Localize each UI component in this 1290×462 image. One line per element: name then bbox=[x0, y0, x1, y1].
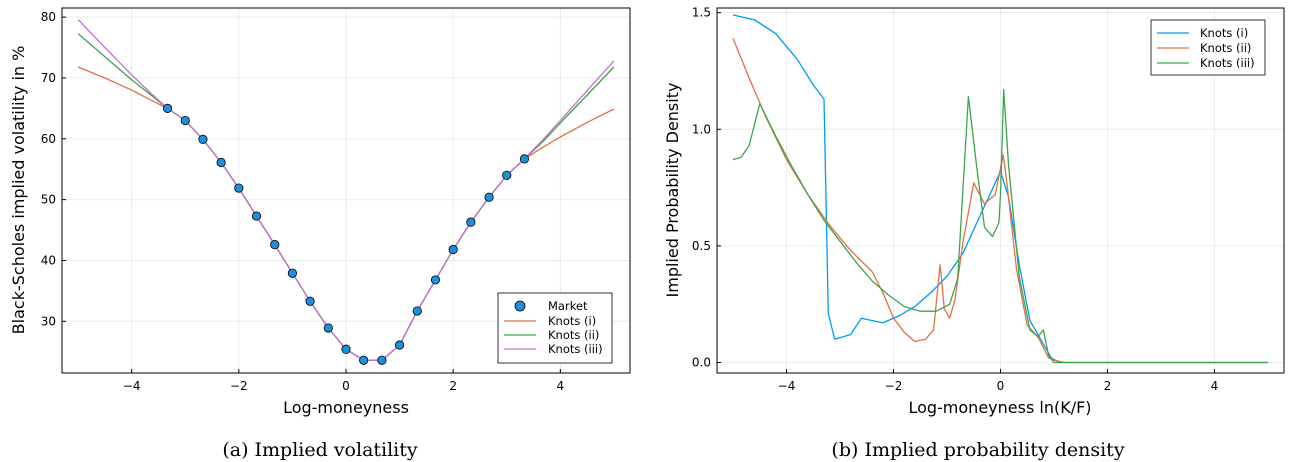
market-point bbox=[430, 275, 441, 285]
market-point bbox=[287, 268, 298, 278]
series-line-knots-i bbox=[732, 14, 1268, 364]
market-point bbox=[394, 340, 405, 350]
x-tick-label: 0 bbox=[342, 379, 350, 393]
panel-implied-density: −4 −2 0 2 4 0.0 0.5 1.0 1.5 Log-moneyness ln(K/F… bbox=[663, 6, 1285, 461]
caption-b: (b) Implied probability density bbox=[831, 439, 1124, 461]
legend-knots-ii-label: Knots (ii) bbox=[548, 328, 599, 342]
y-tick-label: 70 bbox=[41, 71, 56, 85]
x-tick-label: 0 bbox=[997, 379, 1005, 393]
x-tick-label: 2 bbox=[449, 379, 457, 393]
legend-b-knots-i-label: Knots (i) bbox=[1200, 26, 1248, 40]
market-point bbox=[412, 306, 422, 316]
y-tick-label: 40 bbox=[41, 253, 56, 267]
x-axis-label-a: Log-moneyness bbox=[283, 398, 409, 417]
caption-a: (a) Implied volatility bbox=[222, 439, 418, 461]
x-tick-label: −4 bbox=[778, 379, 796, 393]
market-point bbox=[448, 244, 458, 255]
x-tick-label: 4 bbox=[1211, 379, 1219, 393]
panel-implied-volatility: −4 −2 0 2 4 30 40 50 60 70 80 Log-moneyness Black-… bbox=[9, 7, 631, 461]
y-axis-label-b: Implied Probability Density bbox=[663, 83, 682, 298]
y-tick-label: 0.0 bbox=[692, 356, 711, 370]
market-point bbox=[305, 296, 315, 306]
legend-b-knots-iii-label: Knots (iii) bbox=[1200, 56, 1255, 70]
x-tick-label: −2 bbox=[885, 379, 903, 393]
x-tick-label: −2 bbox=[230, 379, 248, 393]
market-point bbox=[234, 183, 244, 193]
y-tick-label: 80 bbox=[41, 10, 56, 24]
x-tick-label: 2 bbox=[1104, 379, 1112, 393]
market-point bbox=[270, 240, 280, 250]
market-point bbox=[323, 323, 333, 333]
legend-b: Knots (i) Knots (ii) Knots (iii) bbox=[1150, 19, 1266, 76]
market-point bbox=[198, 134, 208, 144]
series-line-knots-iii bbox=[732, 88, 1268, 364]
x-axis-label-b: Log-moneyness ln(K/F) bbox=[908, 398, 1091, 417]
market-point bbox=[251, 211, 262, 221]
market-point bbox=[216, 157, 226, 168]
series-line-knots-ii bbox=[732, 38, 1268, 364]
market-point bbox=[484, 192, 494, 202]
legend-knots-i-label: Knots (i) bbox=[548, 314, 596, 328]
y-tick-label: 30 bbox=[41, 314, 56, 328]
market-point bbox=[162, 103, 173, 113]
market-point bbox=[519, 154, 530, 164]
x-tick-label: −4 bbox=[123, 379, 141, 393]
market-point bbox=[359, 355, 369, 365]
legend-market-label: Market bbox=[548, 299, 588, 313]
y-tick-label: 50 bbox=[41, 193, 56, 207]
x-tick-label: 4 bbox=[557, 379, 565, 393]
y-axis-label-a: Black-Scholes implied volatility in % bbox=[9, 46, 28, 335]
y-tick-label: 1.5 bbox=[692, 6, 711, 20]
market-point bbox=[180, 115, 190, 126]
legend-knots-iii-label: Knots (iii) bbox=[548, 342, 603, 356]
legend-market-marker bbox=[514, 300, 526, 312]
legend-a: Market Knots (i) Knots (ii) Knots (iii) bbox=[497, 292, 613, 364]
y-tick-label: 60 bbox=[41, 132, 56, 146]
legend-b-knots-ii-label: Knots (ii) bbox=[1200, 41, 1251, 55]
market-point bbox=[377, 355, 387, 365]
market-point bbox=[502, 170, 512, 180]
market-point bbox=[341, 344, 351, 354]
market-point bbox=[466, 217, 476, 227]
y-tick-label: 1.0 bbox=[692, 122, 711, 136]
y-tick-label: 0.5 bbox=[692, 239, 711, 253]
